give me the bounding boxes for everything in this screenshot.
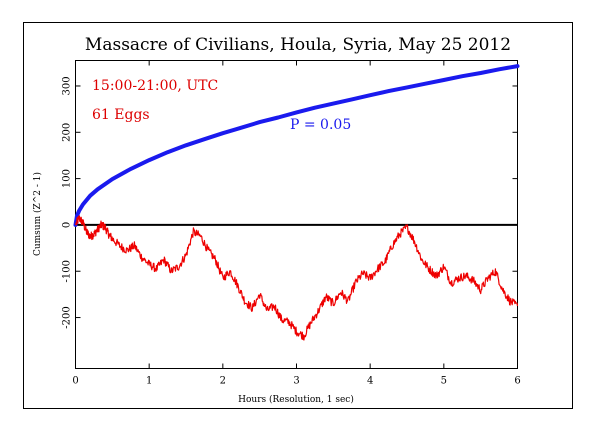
chart-title: Massacre of Civilians, Houla, Syria, May… — [85, 35, 511, 55]
y-tick-label: 0 — [62, 222, 73, 228]
x-tick-label: 1 — [146, 376, 152, 387]
x-tick-label: 3 — [293, 376, 299, 387]
time-range-annotation: 15:00-21:00, UTC — [92, 78, 218, 94]
y-tick-label: -100 — [62, 260, 73, 282]
x-axis-label: Hours (Resolution, 1 sec) — [238, 394, 354, 405]
significance-envelope-line — [73, 64, 520, 227]
y-tick-label: 100 — [62, 169, 73, 188]
eggs-count-annotation: 61 Eggs — [92, 107, 150, 123]
y-axis-label: Cumsum (Z^2 - 1) — [32, 172, 43, 256]
x-tick-label: 4 — [367, 376, 373, 387]
x-tick-label: 5 — [441, 376, 447, 387]
x-axis-ticks: 0 1 2 3 4 5 6 — [72, 60, 521, 387]
x-tick-label: 2 — [220, 376, 226, 387]
p-value-annotation: P = 0.05 — [290, 117, 351, 133]
y-tick-label: 300 — [62, 76, 73, 95]
x-tick-label: 6 — [514, 376, 520, 387]
x-tick-label: 0 — [72, 376, 78, 387]
y-tick-label: 200 — [62, 123, 73, 142]
cumulative-deviation-line — [74, 215, 519, 341]
y-tick-label: -200 — [62, 306, 73, 328]
page-border — [23, 22, 573, 409]
